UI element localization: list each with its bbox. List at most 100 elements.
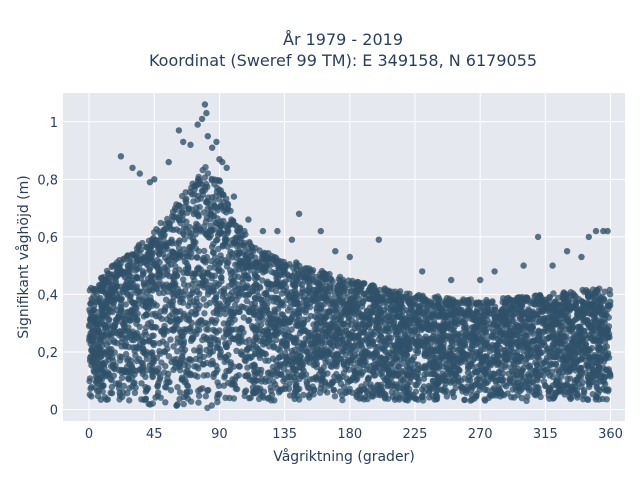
data-point xyxy=(180,349,187,356)
data-point xyxy=(176,361,184,368)
data-point xyxy=(302,309,309,316)
data-point xyxy=(328,380,336,387)
data-point xyxy=(158,359,165,366)
data-point xyxy=(391,382,398,390)
data-point xyxy=(284,307,292,314)
data-point xyxy=(368,390,376,398)
data-point xyxy=(481,357,488,365)
data-point xyxy=(233,296,240,304)
data-point xyxy=(215,266,222,274)
data-point xyxy=(381,285,389,292)
data-point xyxy=(241,392,248,400)
data-point xyxy=(180,230,187,237)
data-point xyxy=(257,284,264,291)
data-point xyxy=(346,349,354,356)
data-point xyxy=(244,371,251,378)
data-point xyxy=(321,318,328,325)
data-point xyxy=(220,382,228,389)
data-point xyxy=(153,256,161,264)
data-point xyxy=(448,338,455,346)
data-point xyxy=(210,335,218,342)
data-point xyxy=(475,332,483,339)
data-point xyxy=(228,280,236,288)
data-point xyxy=(554,353,561,360)
data-point xyxy=(200,254,207,262)
data-point xyxy=(344,379,352,386)
data-point xyxy=(181,258,189,265)
data-point xyxy=(136,323,143,331)
data-point xyxy=(271,308,278,315)
data-point xyxy=(177,316,184,323)
data-point xyxy=(573,341,580,348)
data-point xyxy=(489,386,496,393)
data-point xyxy=(312,356,320,364)
data-point xyxy=(257,313,264,321)
data-point xyxy=(107,307,114,315)
data-point xyxy=(233,287,240,294)
data-point xyxy=(300,391,307,399)
data-point xyxy=(116,357,124,364)
data-point xyxy=(200,361,207,368)
data-point xyxy=(331,393,339,400)
data-point xyxy=(490,353,497,361)
data-point xyxy=(135,241,143,249)
data-point xyxy=(601,288,608,295)
data-point xyxy=(457,342,465,349)
data-point xyxy=(101,394,109,401)
data-point xyxy=(339,396,346,404)
data-point xyxy=(186,243,193,251)
data-point xyxy=(257,321,265,328)
data-point xyxy=(136,294,143,301)
data-point xyxy=(423,304,430,312)
data-point xyxy=(315,279,322,286)
data-point xyxy=(86,377,93,385)
data-point xyxy=(371,285,378,292)
data-point xyxy=(110,357,117,365)
data-point xyxy=(238,325,246,332)
data-point xyxy=(529,322,536,330)
data-point xyxy=(162,244,169,252)
data-point xyxy=(451,370,458,377)
data-point xyxy=(310,375,317,382)
chart-title: År 1979 - 2019 xyxy=(283,30,403,49)
data-point xyxy=(419,392,426,399)
data-point xyxy=(313,326,320,333)
data-point xyxy=(317,285,324,293)
data-point xyxy=(161,231,168,239)
data-point xyxy=(362,324,369,331)
data-point xyxy=(477,342,484,349)
data-point xyxy=(87,316,94,323)
data-point xyxy=(197,266,204,273)
data-point xyxy=(162,383,169,391)
data-point xyxy=(186,205,193,213)
data-point xyxy=(420,311,428,318)
data-point xyxy=(170,325,177,333)
data-point xyxy=(332,307,339,314)
data-point xyxy=(448,310,455,317)
data-point xyxy=(306,278,313,285)
data-point xyxy=(148,332,156,340)
data-point xyxy=(300,325,307,332)
data-point xyxy=(601,344,608,351)
data-point xyxy=(126,317,133,324)
data-point xyxy=(566,393,573,401)
data-point xyxy=(262,339,270,346)
data-point xyxy=(223,357,231,364)
data-point xyxy=(120,388,127,396)
data-point xyxy=(409,366,416,373)
data-point xyxy=(588,335,595,342)
data-point xyxy=(235,339,243,347)
data-point xyxy=(434,301,441,309)
data-point xyxy=(191,277,198,284)
data-point xyxy=(561,312,569,319)
data-point xyxy=(163,379,170,386)
data-point xyxy=(234,333,242,340)
data-point xyxy=(167,238,175,245)
data-point xyxy=(384,325,391,332)
data-point xyxy=(164,215,171,223)
data-point xyxy=(192,270,199,277)
data-point xyxy=(245,275,252,282)
data-point xyxy=(113,339,121,347)
data-point xyxy=(128,251,136,258)
data-point xyxy=(210,249,217,257)
